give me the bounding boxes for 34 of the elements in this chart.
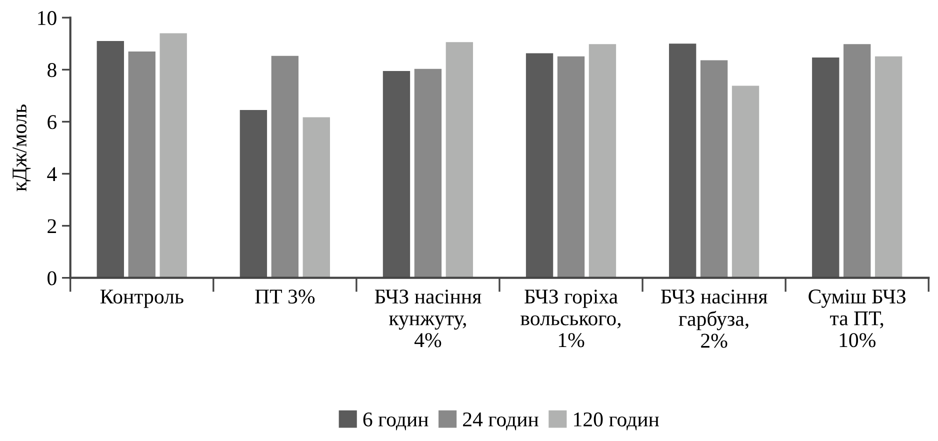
x-tick-label: Контроль: [100, 290, 184, 308]
bar: [240, 110, 268, 278]
bar: [812, 57, 840, 278]
bar: [271, 56, 299, 278]
x-tick-label: БЧЗ горіха вольського, 1%: [520, 290, 620, 348]
bar: [302, 117, 330, 278]
y-tick-label: 0: [48, 271, 56, 286]
x-tick-label: ПТ 3%: [255, 290, 315, 304]
bar: [382, 70, 410, 278]
bar: [446, 42, 474, 278]
y-tick-label: 2: [48, 219, 56, 234]
x-tick-label: БЧЗ насіння гарбуза, 2%: [660, 290, 768, 348]
legend-label: 120 годин: [574, 412, 659, 430]
y-tick-label: 10: [38, 11, 56, 26]
bar: [160, 33, 187, 278]
legend-label: 24 годин: [463, 412, 538, 430]
bar: [526, 53, 554, 278]
bar: [96, 41, 124, 278]
bar: [668, 44, 696, 278]
bar: [844, 44, 871, 278]
bar: [874, 56, 902, 278]
bar: [128, 51, 156, 278]
bar: [588, 44, 616, 278]
bar: [414, 68, 442, 278]
y-tick-label: 4: [47, 167, 57, 181]
legend-label: 6 годин: [363, 412, 428, 430]
bar: [732, 86, 760, 278]
x-tick-label: Суміш БЧЗ та ПТ, 10%: [808, 290, 906, 348]
y-tick-label: 6: [48, 115, 57, 130]
bar: [557, 56, 585, 278]
x-tick-label: БЧЗ насіння кунжуту, 4%: [374, 290, 482, 348]
y-axis-title: кДж/моль: [12, 104, 31, 192]
y-tick-label: 8: [48, 63, 56, 78]
bar: [700, 60, 728, 278]
